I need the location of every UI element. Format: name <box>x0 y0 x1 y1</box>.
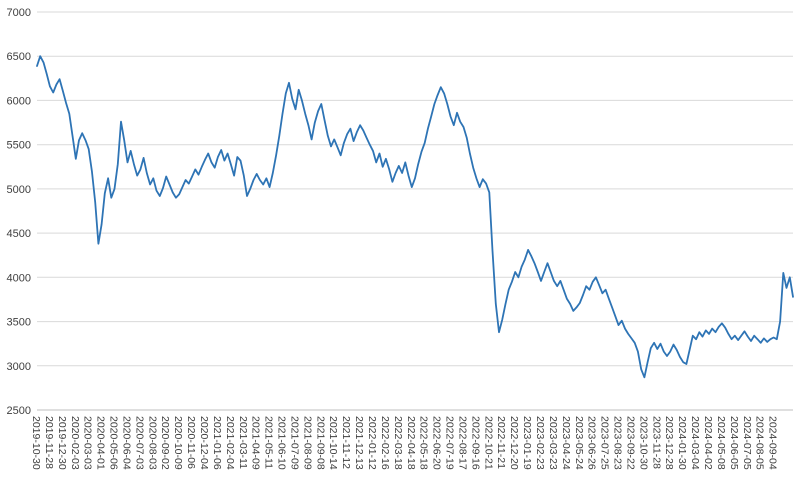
y-tick-label: 6500 <box>7 51 31 63</box>
x-tick-label: 2021-11-12 <box>340 416 352 469</box>
x-tick-label: 2019-11-28 <box>43 416 55 469</box>
y-axis-labels: 2500 3000 3500 4000 4500 5000 5500 6000 6500 7000 <box>7 7 31 417</box>
gridlines <box>37 11 793 411</box>
y-tick-label: 7000 <box>7 7 31 19</box>
x-tick-label: 2024-01-30 <box>676 416 688 470</box>
x-tick-label: 2022-09-16 <box>469 416 481 470</box>
x-tick-label: 2022-04-18 <box>405 416 417 470</box>
x-tick-label: 2021-12-13 <box>353 416 365 470</box>
series-group <box>36 55 794 379</box>
x-tick-label: 2024-08-05 <box>754 416 766 470</box>
x-tick-label: 2020-06-04 <box>121 416 133 470</box>
x-tick-label: 2022-11-21 <box>495 416 507 469</box>
x-tick-label: 2023-08-23 <box>612 416 624 470</box>
x-tick-label: 2020-07-03 <box>133 416 145 470</box>
x-tick-label: 2021-05-11 <box>263 416 275 469</box>
x-tick-label: 2020-05-06 <box>108 416 120 470</box>
x-tick-label: 2020-04-01 <box>95 416 107 470</box>
y-tick-label: 5500 <box>7 140 31 152</box>
x-tick-label: 2023-12-28 <box>663 416 675 470</box>
y-tick-label: 4500 <box>7 228 31 240</box>
x-tick-label: 2021-07-09 <box>289 416 301 470</box>
x-tick-label: 2024-07-05 <box>741 416 753 470</box>
x-tick-label: 2020-12-04 <box>198 416 210 470</box>
x-tick-label: 2024-06-05 <box>728 416 740 470</box>
x-tick-label: 2023-11-28 <box>650 416 662 469</box>
x-tick-label: 2021-01-06 <box>211 416 223 470</box>
x-tick-label: 2022-01-12 <box>366 416 378 470</box>
x-tick-label: 2022-10-21 <box>482 416 494 470</box>
x-tick-label: 2024-05-08 <box>715 416 727 470</box>
y-tick-label: 3500 <box>7 317 31 329</box>
x-tick-label: 2021-06-10 <box>276 416 288 470</box>
x-tick-label: 2020-08-03 <box>146 416 158 470</box>
x-tick-label: 2022-07-19 <box>444 416 456 470</box>
x-tick-label: 2023-10-30 <box>637 416 649 470</box>
series-line <box>36 55 794 379</box>
x-tick-label: 2022-08-17 <box>457 416 469 470</box>
x-tick-label: 2022-12-20 <box>508 416 520 470</box>
x-axis-labels: 2019-10-30 2019-11-28 2019-12-30 2020-02-03… <box>30 416 779 470</box>
x-tick-label: 2023-04-24 <box>560 416 572 470</box>
x-tick-label: 2021-03-11 <box>237 416 249 469</box>
y-tick-label: 4000 <box>7 272 31 284</box>
x-tick-label: 2022-06-20 <box>431 416 443 470</box>
x-tick-label: 2019-10-30 <box>30 416 42 470</box>
x-tick-label: 2023-09-22 <box>625 416 637 470</box>
x-tick-label: 2023-02-23 <box>534 416 546 470</box>
x-tick-label: 2020-02-03 <box>69 416 81 470</box>
x-tick-label: 2022-02-16 <box>379 416 391 470</box>
y-tick-label: 2500 <box>7 405 31 417</box>
x-tick-label: 2024-03-04 <box>689 416 701 470</box>
x-tick-label: 2019-12-30 <box>56 416 68 470</box>
x-tick-label: 2020-11-06 <box>185 416 197 469</box>
x-tick-label: 2024-09-04 <box>767 416 779 470</box>
y-tick-label: 6000 <box>7 95 31 107</box>
x-tick-label: 2024-04-02 <box>702 416 714 470</box>
x-tick-label: 2021-02-04 <box>224 416 236 470</box>
x-tick-label: 2021-08-09 <box>301 416 313 470</box>
x-tick-label: 2020-10-09 <box>172 416 184 470</box>
x-tick-label: 2021-04-09 <box>250 416 262 470</box>
x-tick-label: 2023-07-25 <box>599 416 611 470</box>
x-tick-label: 2023-06-26 <box>586 416 598 470</box>
x-tick-label: 2020-09-02 <box>159 416 171 470</box>
x-tick-label: 2021-09-08 <box>314 416 326 470</box>
y-tick-label: 3000 <box>7 361 31 373</box>
x-tick-label: 2023-03-23 <box>547 416 559 470</box>
x-tick-label: 2023-05-24 <box>573 416 585 470</box>
x-tick-label: 2022-05-18 <box>418 416 430 470</box>
y-tick-label: 5000 <box>7 184 31 196</box>
x-tick-label: 2020-03-03 <box>82 416 94 470</box>
x-tick-label: 2023-01-19 <box>521 416 533 470</box>
x-tick-label: 2021-10-14 <box>327 416 339 470</box>
x-tick-label: 2022-03-18 <box>392 416 404 470</box>
